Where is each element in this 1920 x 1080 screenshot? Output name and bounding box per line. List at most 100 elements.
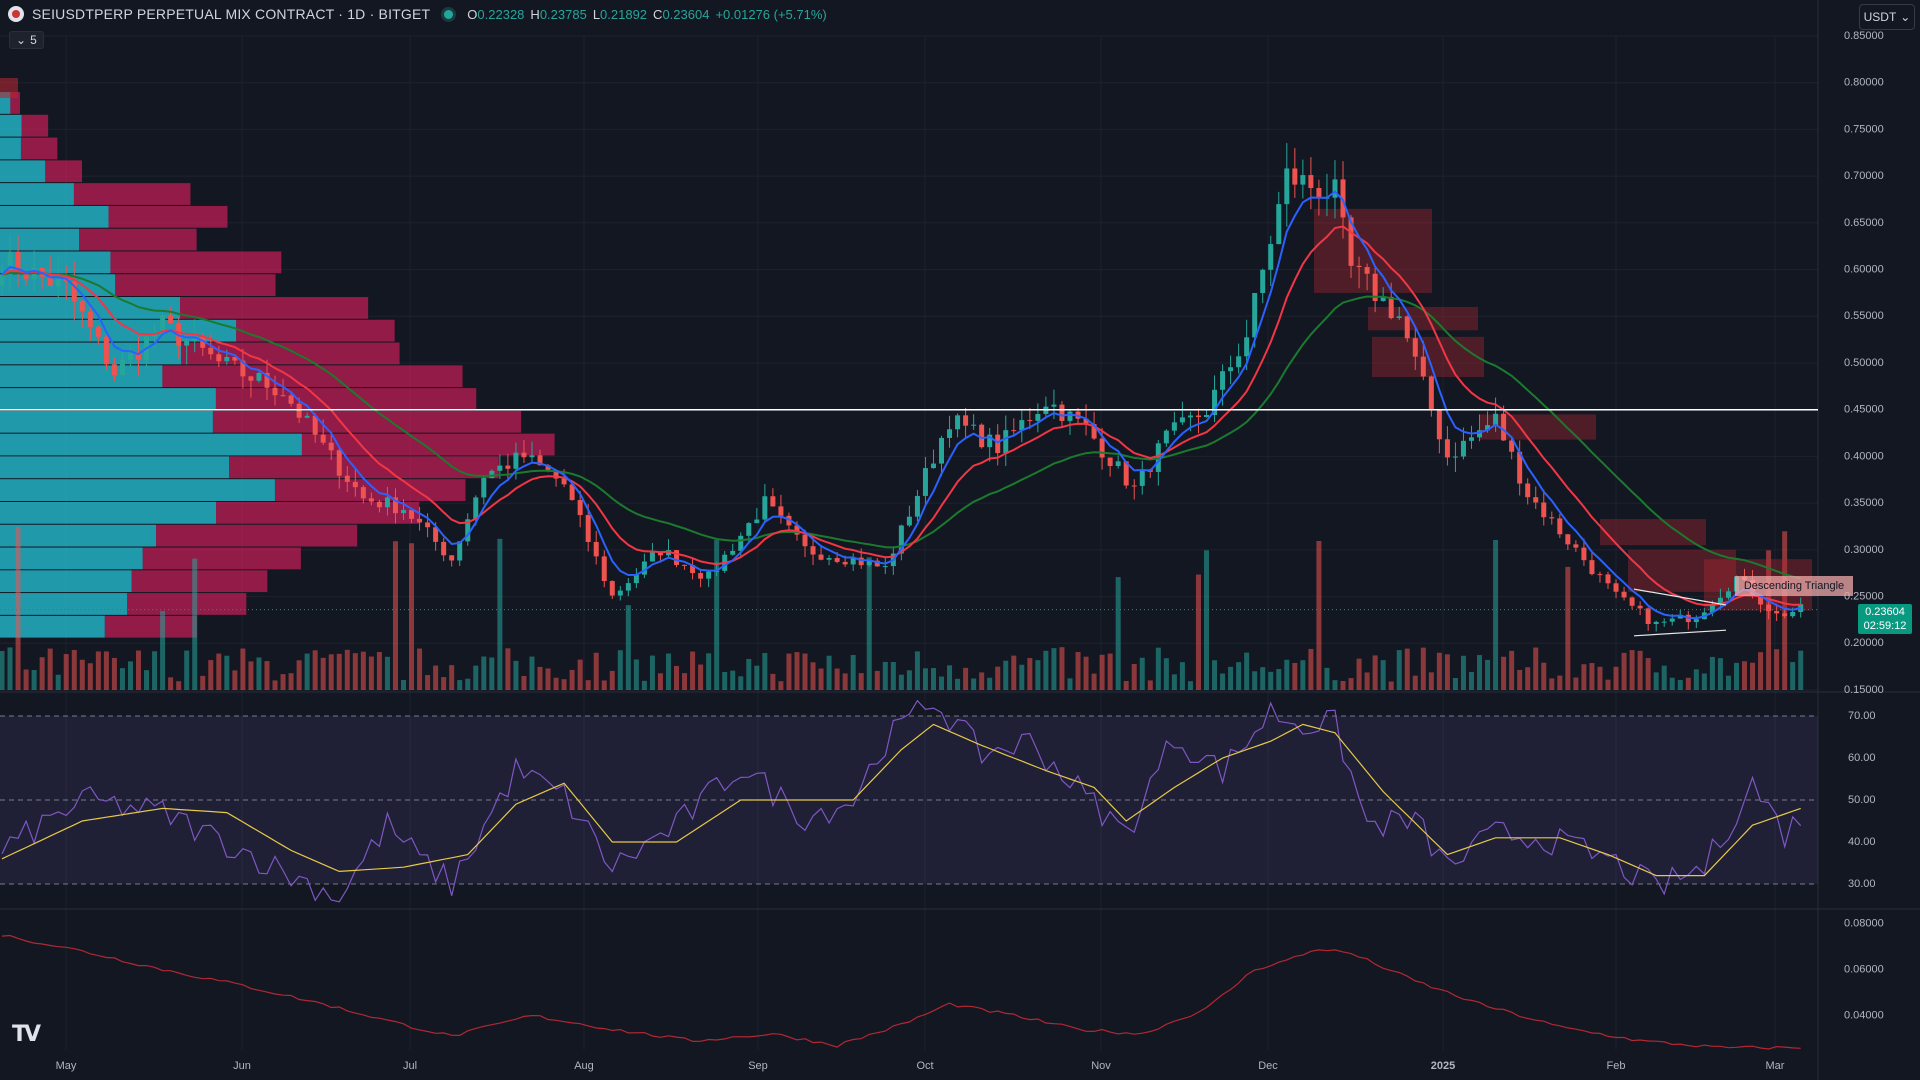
candle-body	[55, 277, 61, 286]
candle-body	[1212, 389, 1218, 416]
rsi-ma-line	[1, 723, 1801, 877]
volume-bar	[1468, 671, 1474, 690]
candle-body	[449, 555, 455, 561]
price-tick-label: 0.35000	[1844, 497, 1884, 509]
volume-profile-down-bar	[180, 297, 369, 319]
market-status-icon[interactable]	[444, 9, 454, 19]
candle-body	[617, 590, 623, 596]
currency-selector[interactable]: USDT ⌄	[1859, 4, 1915, 30]
volume-bar	[939, 676, 945, 690]
volume-bar	[31, 670, 37, 690]
volume-bar	[1750, 662, 1756, 690]
volume-bar	[922, 668, 928, 690]
volume-bar	[987, 677, 993, 690]
volume-bar	[979, 672, 985, 690]
candle-body	[47, 276, 53, 286]
volume-bar	[1340, 681, 1346, 690]
volume-bar	[256, 657, 262, 690]
candle-body	[95, 326, 101, 337]
candle-body	[1027, 420, 1033, 422]
volume-bar	[561, 679, 567, 690]
candle-body	[1388, 296, 1394, 319]
candle-body	[15, 251, 21, 274]
volume-bar	[842, 673, 848, 690]
candle-body	[79, 301, 85, 312]
volume-profile-down-bar	[20, 137, 58, 160]
volume-bar	[136, 650, 142, 690]
candle-body	[649, 552, 655, 562]
last-price-tag: 0.23604 02:59:12	[1858, 604, 1912, 634]
volume-bar	[248, 661, 254, 690]
sei-logo-icon	[8, 6, 24, 22]
candle-body	[23, 273, 29, 279]
volume-bar	[489, 657, 495, 690]
volume-bar	[1075, 652, 1081, 690]
candle-body	[304, 415, 310, 418]
volume-bar	[376, 651, 382, 690]
volume-bar	[1059, 647, 1065, 690]
candle-body	[898, 525, 904, 554]
candle-body	[874, 560, 880, 567]
candle-body	[200, 336, 206, 348]
volume-bar	[1525, 667, 1531, 690]
volume-profile-up-bar	[0, 547, 143, 570]
volume-bar	[449, 665, 455, 690]
volume-bar	[1139, 657, 1145, 690]
volume-bar	[714, 540, 720, 690]
tradingview-logo-icon[interactable]: TV	[12, 1022, 41, 1047]
open-value: 0.22328	[477, 6, 525, 22]
symbol-title[interactable]: SEIUSDTPERP PERPETUAL MIX CONTRACT · 1D …	[32, 6, 431, 22]
candle-body	[1171, 422, 1177, 431]
candle-body	[103, 336, 109, 365]
volume-bar	[1790, 662, 1796, 690]
chart-header: SEIUSDTPERP PERPETUAL MIX CONTRACT · 1D …	[8, 6, 827, 22]
candle-body	[955, 415, 961, 430]
volume-bar	[1147, 680, 1153, 690]
volume-bar	[1171, 674, 1177, 690]
candle-body	[641, 561, 647, 575]
candle-body	[1292, 168, 1298, 185]
price-tick-label: 0.70000	[1844, 170, 1884, 182]
indicators-toggle[interactable]: ⌄ 5	[9, 31, 44, 49]
price-tick-label: 0.75000	[1844, 123, 1884, 135]
volume-bar	[1725, 675, 1731, 690]
candle-body	[1051, 404, 1057, 407]
time-tick-label: Jun	[233, 1060, 251, 1072]
supply-zone	[1628, 549, 1736, 592]
volume-bar	[1372, 655, 1378, 690]
candle-body	[1420, 356, 1426, 377]
volume-profile-up-bar	[0, 410, 213, 433]
volume-bar	[513, 660, 519, 690]
candle-body	[778, 506, 784, 516]
volume-bar	[682, 673, 688, 690]
candle-body	[906, 516, 912, 526]
volume-bar	[1356, 658, 1362, 690]
candle-body	[280, 395, 286, 397]
candle-body	[368, 498, 374, 502]
candle-body	[1276, 204, 1282, 245]
candle-body	[577, 500, 583, 516]
change-value: +0.01276 (+5.71%)	[715, 6, 827, 22]
volume-bar	[1404, 648, 1410, 690]
volume-bar	[240, 648, 246, 690]
volume-bar	[39, 657, 45, 690]
volume-bar	[1179, 662, 1185, 690]
rsi-tick-label: 70.00	[1848, 710, 1876, 722]
volume-bar	[730, 670, 736, 690]
candle-body	[192, 336, 198, 342]
volume-bar	[521, 676, 527, 690]
candle-body	[1107, 457, 1113, 467]
volume-profile-up-bar	[0, 456, 230, 479]
rsi-line	[1, 699, 1802, 903]
volume-bar	[320, 657, 326, 690]
volume-bar	[1107, 653, 1113, 690]
close-value: 0.23604	[662, 6, 710, 22]
low-label: L	[592, 6, 601, 22]
pattern-label[interactable]: Descending Triangle	[1735, 576, 1853, 596]
volume-profile-up-bar	[0, 205, 109, 228]
candle-body	[1204, 415, 1209, 417]
candle-body	[136, 352, 142, 360]
volume-bar	[690, 651, 696, 690]
